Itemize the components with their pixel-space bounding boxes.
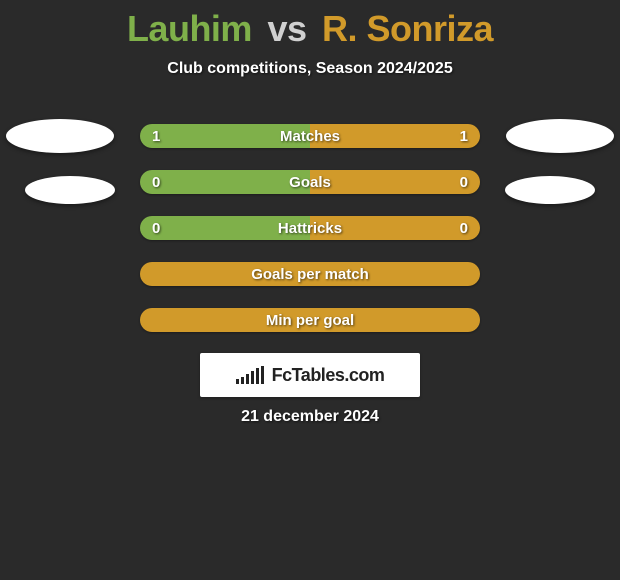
stat-label: Hattricks bbox=[140, 216, 480, 240]
stat-bar: Hattricks0 0 bbox=[140, 216, 480, 240]
stat-bars: Matches11Goals00Hattricks00Goals per mat… bbox=[140, 124, 480, 354]
stat-value-left: 0 bbox=[152, 170, 160, 194]
generated-date: 21 december 2024 bbox=[0, 408, 620, 426]
logo-text: FcTables.com bbox=[236, 365, 385, 386]
stat-bar: Goals per match bbox=[140, 262, 480, 286]
logo-bars-icon bbox=[236, 366, 266, 384]
avatar-ellipse bbox=[505, 176, 595, 204]
vs-text: vs bbox=[261, 8, 312, 49]
stat-value-left: 1 bbox=[152, 124, 160, 148]
player1-name: Lauhim bbox=[127, 8, 252, 49]
site-logo[interactable]: FcTables.com bbox=[200, 353, 420, 397]
stat-bar: Matches1 1 bbox=[140, 124, 480, 148]
avatar-ellipse bbox=[25, 176, 115, 204]
stat-value-left: 0 bbox=[152, 216, 160, 240]
subtitle: Club competitions, Season 2024/2025 bbox=[0, 60, 620, 78]
page-title: Lauhim vs R. Sonriza bbox=[0, 0, 620, 50]
avatar-ellipse bbox=[6, 119, 114, 153]
stat-bar: Min per goal bbox=[140, 308, 480, 332]
comparison-card: Lauhim vs R. Sonriza Club competitions, … bbox=[0, 0, 620, 580]
stat-label: Min per goal bbox=[140, 308, 480, 332]
avatar-ellipse bbox=[506, 119, 614, 153]
stat-bar: Goals0 0 bbox=[140, 170, 480, 194]
stat-value-right: 0 bbox=[460, 170, 468, 194]
player2-name: R. Sonriza bbox=[322, 8, 493, 49]
stat-value-right: 0 bbox=[460, 216, 468, 240]
stat-value-right: 1 bbox=[460, 124, 468, 148]
stat-label: Goals per match bbox=[140, 262, 480, 286]
stat-label: Goals bbox=[140, 170, 480, 194]
stat-label: Matches bbox=[140, 124, 480, 148]
